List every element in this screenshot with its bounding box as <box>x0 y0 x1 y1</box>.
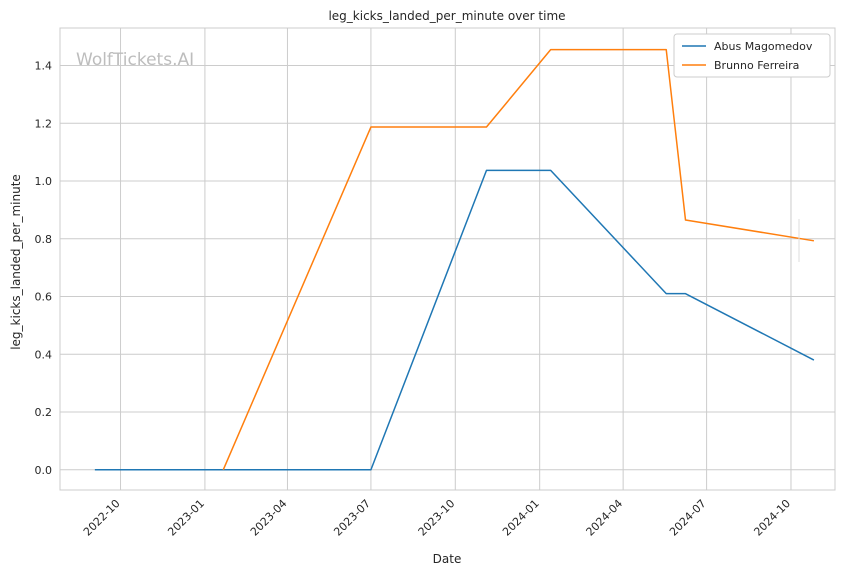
y-axis-label: leg_kicks_landed_per_minute <box>9 174 23 350</box>
x-gridlines <box>120 28 792 490</box>
watermark: WolfTickets.AI <box>76 50 194 70</box>
plot-frame <box>59 27 836 491</box>
legend-label-abus-magomedov: Abus Magomedov <box>714 40 813 53</box>
legend-label-brunno-ferreira: Brunno Ferreira <box>714 59 799 72</box>
y-tick-label: 1.0 <box>35 175 53 188</box>
x-axis-label: Date <box>433 552 462 566</box>
y-tick-label: 0.2 <box>35 406 53 419</box>
x-tick-label: 2024-10 <box>751 497 793 539</box>
series-line-abus-magomedov <box>94 169 815 471</box>
y-tick-label: 1.4 <box>35 60 53 73</box>
series-line-brunno-ferreira <box>222 48 815 471</box>
y-tick-label: 0.0 <box>35 464 53 477</box>
x-tick-label: 2023-01 <box>165 497 207 539</box>
legend: Abus Magomedov Brunno Ferreira <box>673 33 831 78</box>
x-tick-label: 2024-04 <box>584 497 626 539</box>
chart-title: leg_kicks_landed_per_minute over time <box>328 9 565 23</box>
x-tick-label: 2023-04 <box>248 497 290 539</box>
y-tick-label: 0.6 <box>35 291 53 304</box>
y-tick-label: 0.4 <box>35 348 53 361</box>
x-tick-label: 2022-10 <box>81 497 123 539</box>
x-tick-labels: 2022-10 2023-01 2023-04 2023-07 2023-10 2024-… <box>81 497 793 539</box>
x-tick-label: 2023-07 <box>331 497 373 539</box>
y-gridlines <box>60 65 835 471</box>
series-lines <box>94 48 815 471</box>
x-tick-label: 2024-07 <box>667 497 709 539</box>
legend-box <box>673 33 831 78</box>
y-tick-label: 1.2 <box>35 117 53 130</box>
x-tick-label: 2023-10 <box>416 497 458 539</box>
y-tick-labels: 0.0 0.2 0.4 0.6 0.8 1.0 1.2 1.4 <box>35 60 53 477</box>
y-tick-label: 0.8 <box>35 233 53 246</box>
x-tick-label: 2024-01 <box>500 497 542 539</box>
